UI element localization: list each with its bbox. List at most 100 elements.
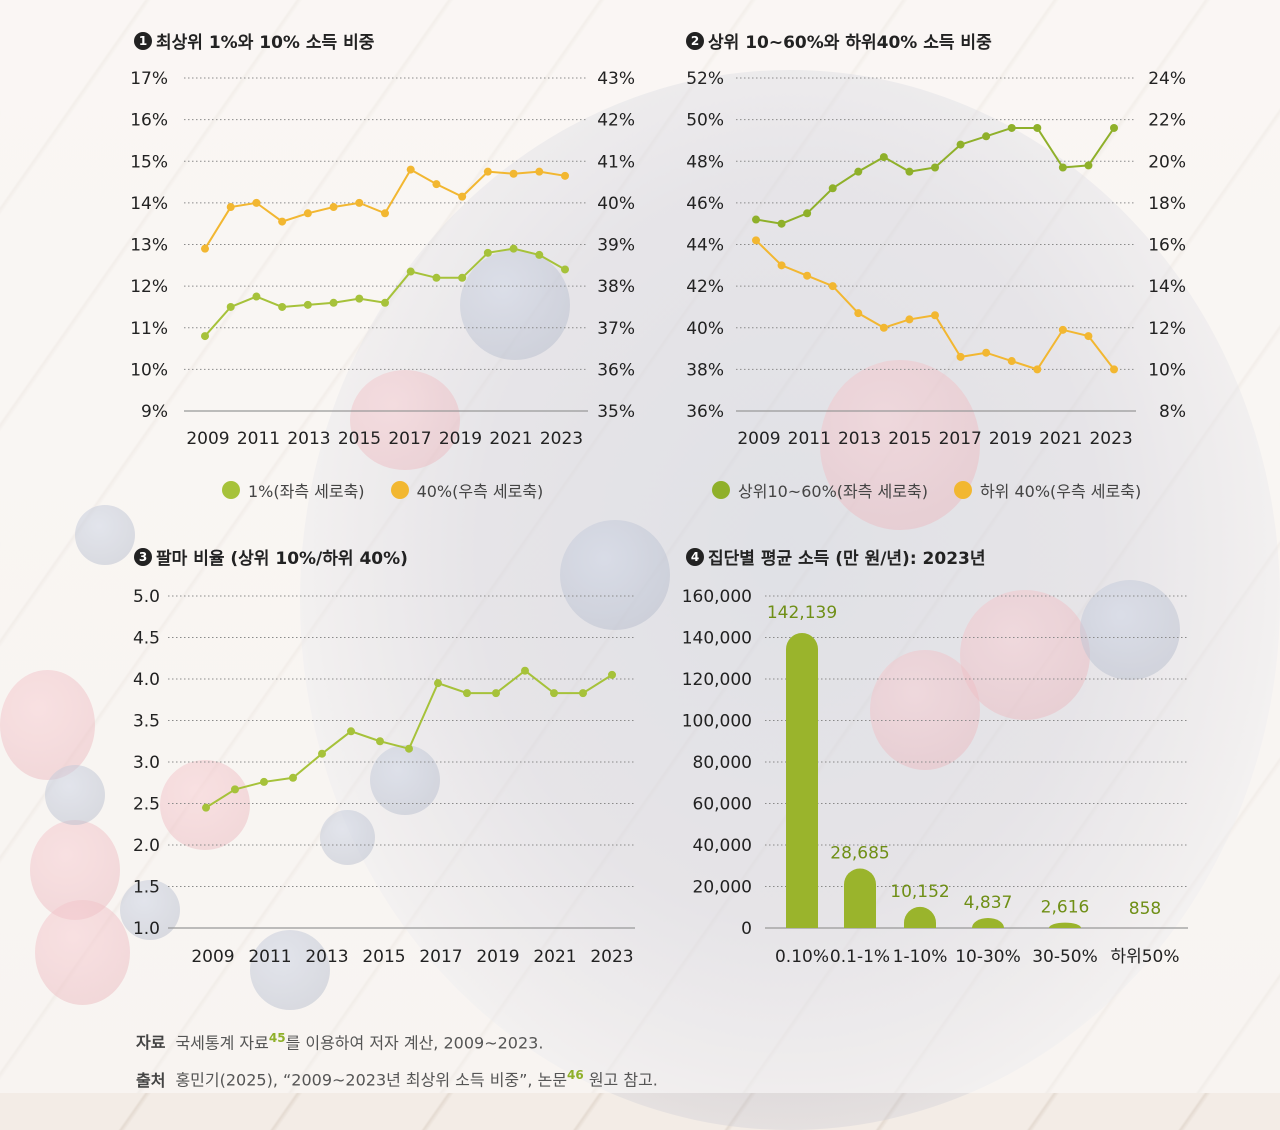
chart3-title-text: 팔마 비율 (상위 10%/하위 40%) (156, 549, 408, 569)
x-tick-label: 2015 (338, 429, 381, 449)
raspberry (0, 670, 95, 780)
y-tick-label-left: 44% (686, 236, 724, 256)
chart2-legend-label-top: 상위10~60%(좌측 세로축) (738, 482, 928, 501)
data-point (434, 679, 442, 688)
y-tick-label-left: 17% (130, 69, 168, 89)
data-point (406, 165, 415, 174)
data-point (458, 192, 467, 201)
y-tick-label-right: 14% (1148, 277, 1186, 297)
y-tick-label-left: 13% (130, 236, 168, 256)
y-tick-label-right: 18% (1148, 194, 1186, 214)
x-category-label: 0.10% (775, 947, 829, 967)
y-tick-label-right: 40% (597, 194, 635, 214)
y-tick-label-right: 37% (597, 319, 635, 339)
bar-value-label: 858 (1129, 899, 1161, 919)
blueberry (75, 505, 135, 565)
chart1-title: 1 최상위 1%와 10% 소득 비중 (134, 28, 374, 53)
chart1-title-text: 최상위 1%와 10% 소득 비중 (156, 33, 375, 53)
source-note: 자료 국세통계 자료45를 이용하여 저자 계산, 2009~2023. (136, 1022, 658, 1059)
y-tick-label-left: 9% (141, 402, 168, 422)
y-tick-label-left: 16% (130, 111, 168, 131)
source-footnote-ref: 45 (268, 1031, 286, 1045)
data-point (982, 348, 991, 357)
chart1-number-badge: 1 (134, 31, 152, 50)
source-label: 자료 (136, 1033, 166, 1053)
data-point (483, 248, 492, 257)
data-point (483, 167, 492, 176)
data-point (854, 309, 863, 318)
bar-value-label: 2,616 (1041, 898, 1090, 918)
y-tick-label-right: 35% (597, 402, 635, 422)
data-point (355, 294, 364, 303)
data-point (355, 198, 364, 207)
y-tick-label-left: 38% (686, 360, 724, 380)
y-tick-label-left: 12% (130, 277, 168, 297)
footnotes: 자료 국세통계 자료45를 이용하여 저자 계산, 2009~2023. 출처 홍민… (136, 1022, 658, 1097)
data-point (260, 777, 268, 786)
bar (786, 633, 818, 928)
data-point (931, 311, 939, 320)
bar-value-label: 28,685 (830, 843, 889, 863)
data-point (492, 689, 500, 698)
green-dot-icon (222, 481, 240, 499)
data-point (381, 209, 389, 218)
data-point (201, 332, 209, 341)
origin-text-a: 홍민기(2025), “2009~2023년 최상위 소득 비중”, 논문 (175, 1070, 568, 1090)
data-point (278, 217, 287, 226)
y-tick-label-right: 38% (597, 277, 635, 297)
data-point (535, 167, 544, 176)
y-tick-label-right: 8% (1159, 402, 1186, 422)
data-point (201, 244, 209, 253)
bar (972, 917, 1004, 928)
chart3-svg: 5.0 4.5 4.0 3.5 3.0 2.5 2.0 1.5 1.0 2009 2011 2013 2… (133, 587, 635, 967)
chart1-legend-label-1pct: 1%(좌측 세로축) (248, 482, 365, 501)
chart2-number-badge: 2 (686, 31, 704, 50)
y-tick-label-right: 22% (1148, 111, 1186, 131)
y-tick-label-left: 15% (130, 152, 168, 172)
chart4-title-text: 집단별 평균 소득 (만 원/년): 2023년 (708, 549, 986, 569)
x-tick-label: 2013 (838, 429, 881, 449)
data-point (752, 236, 760, 245)
y-tick-label: 120,000 (682, 670, 752, 690)
x-tick-label: 2017 (939, 429, 982, 449)
data-point (231, 785, 239, 794)
data-point (561, 265, 569, 274)
y-tick-label-left: 36% (686, 402, 724, 422)
x-tick-label: 2011 (237, 429, 280, 449)
x-tick-label: 2023 (540, 429, 583, 449)
origin-footnote-ref: 46 (567, 1068, 584, 1083)
data-point (432, 180, 441, 189)
data-point (956, 352, 965, 361)
chart1-legend-item-1pct: 1%(좌측 세로축) (222, 478, 365, 502)
data-point (1033, 123, 1042, 132)
source-text-b: 를 이용하여 저자 계산, 2009~2023. (285, 1033, 544, 1053)
x-category-label: 하위50% (1110, 947, 1179, 967)
data-point (828, 184, 837, 193)
chart2-title: 2 상위 10~60%와 하위40% 소득 비중 (686, 28, 992, 53)
y-tick-label: 40,000 (693, 836, 752, 856)
chart1-legend-label-40pct: 40%(우측 세로축) (416, 482, 544, 501)
data-point (1084, 161, 1093, 170)
y-tick-label-left: 4.0 (133, 670, 160, 690)
origin-note: 출처 홍민기(2025), “2009~2023년 최상위 소득 비중”, 논문4… (136, 1059, 658, 1096)
y-tick-label-right: 20% (1148, 152, 1186, 172)
data-point (303, 209, 312, 218)
data-point (347, 727, 355, 736)
bar (1049, 922, 1081, 928)
y-tick-label-right: 12% (1148, 319, 1186, 339)
x-tick-label: 2019 (989, 429, 1032, 449)
data-point (879, 153, 888, 162)
series-line (755, 126, 1115, 225)
y-tick-label-left: 1.5 (133, 878, 160, 898)
y-tick-label-left: 5.0 (133, 587, 160, 607)
data-point (982, 132, 991, 141)
chart3-title: 3 팔마 비율 (상위 10%/하위 40%) (134, 544, 408, 569)
y-tick-label-left: 48% (686, 152, 724, 172)
data-point (432, 273, 441, 282)
data-point (879, 323, 888, 332)
y-tick-label-right: 39% (597, 236, 635, 256)
chart2-title-text: 상위 10~60%와 하위40% 소득 비중 (708, 33, 992, 53)
data-point (803, 271, 812, 280)
chart3-number-badge: 3 (134, 547, 152, 566)
y-tick-label-left: 1.0 (133, 919, 160, 939)
